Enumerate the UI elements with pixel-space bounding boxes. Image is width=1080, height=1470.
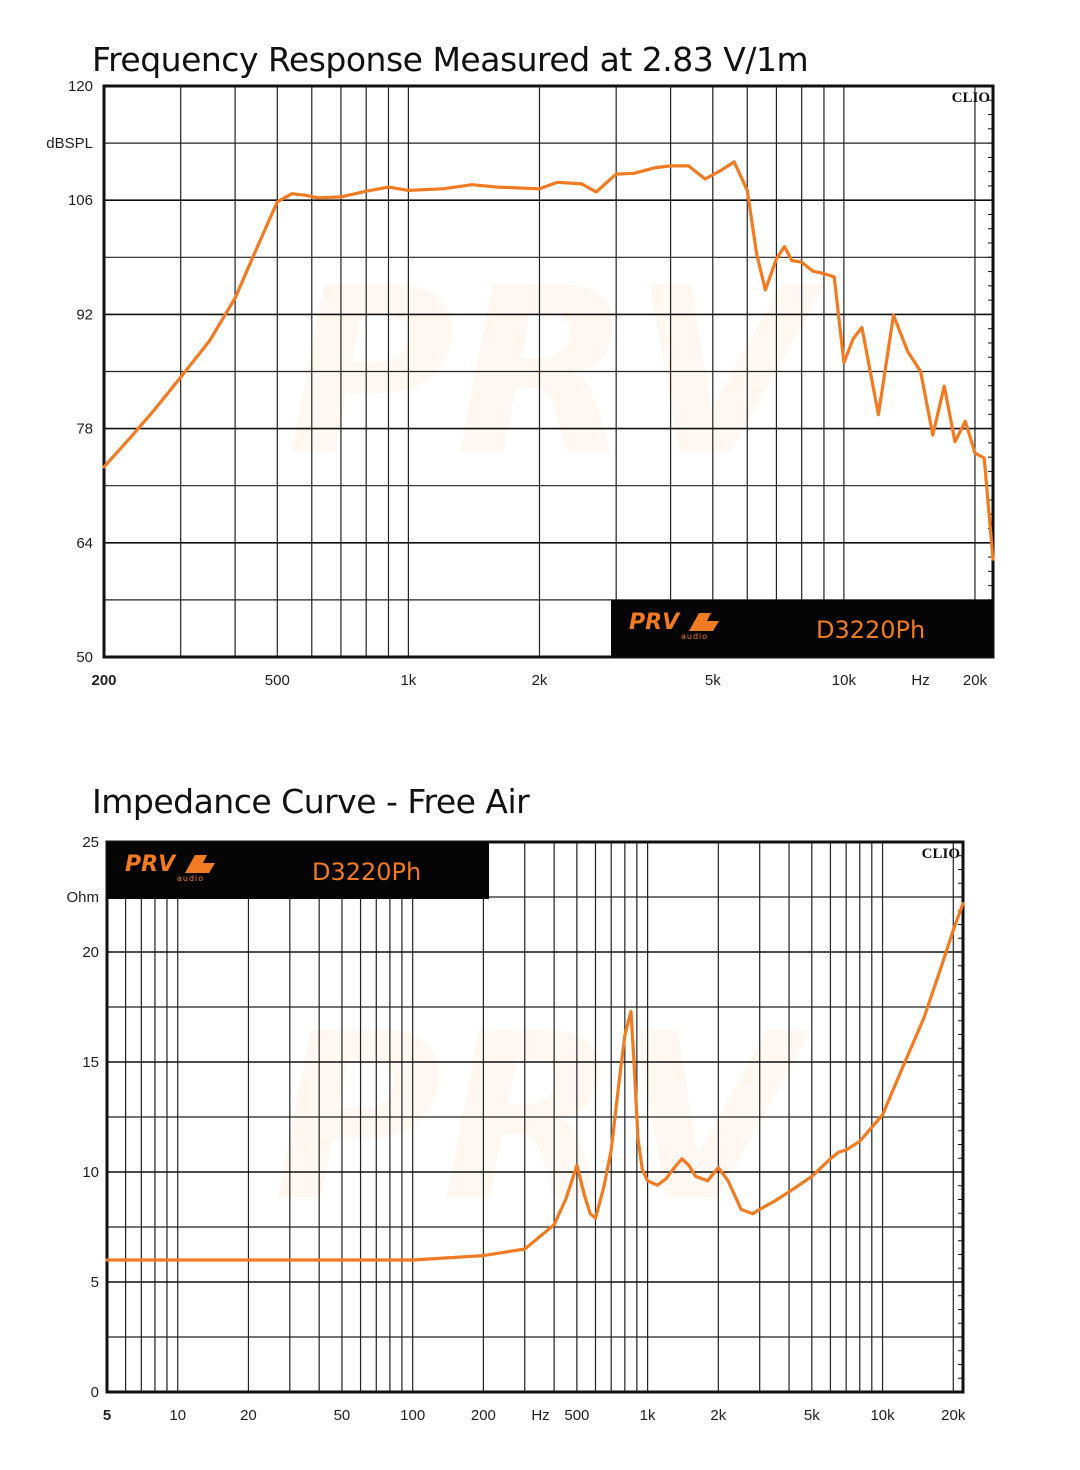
prv-logo-mark-icon	[185, 855, 215, 873]
y-tick-labels: 120 dBSPL 106 92 78 64 50	[46, 78, 93, 666]
model-name: D3220Ph	[816, 616, 925, 644]
y-tick-label: 64	[76, 535, 93, 552]
y-tick-label: 78	[76, 421, 93, 438]
x-tick-label: 5	[103, 1407, 111, 1424]
horizontal-gridlines	[107, 855, 963, 1379]
x-tick-label: 20k	[963, 672, 988, 689]
frequency-response-title: Frequency Response Measured at 2.83 V/1m	[92, 40, 809, 79]
prv-logo-subtitle: audio	[177, 874, 204, 883]
y-tick-label: 5	[91, 1274, 99, 1291]
y-tick-label: 20	[82, 944, 99, 961]
y-tick-label: dBSPL	[46, 135, 93, 152]
x-tick-label: 1k	[640, 1407, 656, 1424]
model-name: D3220Ph	[312, 858, 421, 886]
plot-frame	[105, 840, 965, 1394]
clio-label: CLIO	[952, 90, 990, 106]
x-tick-label: 1k	[400, 672, 416, 689]
x-tick-label: 200	[471, 1407, 496, 1424]
x-tick-label: Hz	[531, 1407, 549, 1424]
y-tick-label: 106	[68, 192, 93, 209]
x-tick-label: 10k	[870, 1407, 895, 1424]
x-tick-label: 50	[334, 1407, 351, 1424]
x-tick-label: 10	[169, 1407, 186, 1424]
y-tick-label: Ohm	[66, 889, 99, 906]
x-tick-labels: 200 500 1k 2k 5k 10k Hz 20k	[91, 672, 987, 689]
y-tick-label: 0	[91, 1384, 99, 1401]
x-tick-label: 10k	[832, 672, 857, 689]
x-tick-label: 20	[240, 1407, 257, 1424]
x-tick-label: 20k	[941, 1407, 966, 1424]
prv-logo-mark-icon	[689, 613, 719, 631]
x-tick-labels: 5 10 20 50 100 200 Hz 500 1k 2k 5k 10k 20k	[103, 1407, 966, 1424]
x-tick-label: 500	[265, 672, 290, 689]
data-curve-2	[105, 902, 965, 1262]
x-tick-label: 5k	[804, 1407, 820, 1424]
impedance-curve-title: Impedance Curve - Free Air	[92, 782, 530, 821]
plot-frame	[102, 84, 995, 659]
prv-logo: PRV	[629, 610, 681, 635]
y-tick-label: 10	[82, 1164, 99, 1181]
x-tick-label: 500	[564, 1407, 589, 1424]
y-tick-labels: 25 Ohm 20 15 10 5 0	[66, 834, 99, 1401]
watermark-logo: PRV	[273, 985, 813, 1252]
data-curve-1	[102, 160, 995, 561]
clio-label: CLIO	[922, 846, 960, 862]
y-tick-label: 50	[76, 649, 93, 666]
horizontal-gridlines	[104, 99, 993, 644]
watermark-logo: PRV	[287, 240, 827, 507]
brand-box-background	[611, 600, 993, 657]
x-tick-label: 5k	[705, 672, 721, 689]
y-tick-label: 120	[68, 78, 93, 95]
y-tick-label: 92	[76, 306, 93, 323]
y-tick-label: 15	[82, 1054, 99, 1071]
prv-logo-subtitle: audio	[681, 632, 708, 641]
prv-logo: PRV	[125, 852, 177, 877]
x-tick-label: 2k	[710, 1407, 726, 1424]
brand-box-background	[107, 842, 489, 899]
x-tick-label: Hz	[911, 672, 929, 689]
x-tick-label: 100	[400, 1407, 425, 1424]
x-tick-label: 2k	[532, 672, 548, 689]
x-tick-label: 200	[91, 672, 116, 689]
y-tick-label: 25	[82, 834, 99, 851]
